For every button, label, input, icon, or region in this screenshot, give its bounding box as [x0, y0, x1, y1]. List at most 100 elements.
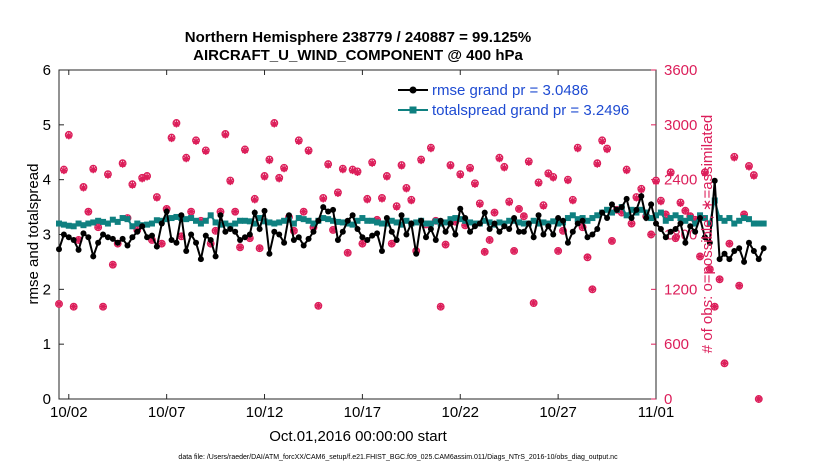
rmse-point	[701, 234, 708, 241]
rmse-point	[560, 217, 567, 224]
obs-assimilated-point	[304, 147, 313, 155]
obs-assimilated-point	[456, 171, 464, 179]
obs-assimilated-point	[167, 134, 176, 143]
rmse-point	[413, 250, 420, 257]
obs-assimilated-point	[510, 247, 518, 255]
totalspread-point	[731, 220, 738, 227]
rmse-point	[525, 220, 532, 227]
rmse-point	[271, 228, 278, 235]
rmse-point	[369, 232, 376, 239]
obs-assimilated-point	[344, 249, 352, 257]
totalspread-point	[65, 222, 72, 229]
totalspread-point	[168, 215, 175, 222]
totalspread-point	[540, 219, 547, 226]
obs-assimilated-point	[461, 221, 469, 229]
totalspread-point	[638, 206, 645, 213]
totalspread-point	[119, 215, 126, 222]
rmse-point	[520, 228, 527, 235]
obs-assimilated-point	[466, 165, 474, 173]
rmse-point	[604, 215, 611, 222]
totalspread-point	[628, 206, 635, 213]
obs-assimilated-point	[657, 198, 665, 206]
obs-assimilated-point	[363, 196, 371, 204]
totalspread-point	[745, 216, 752, 223]
totalspread-point	[755, 220, 762, 227]
y-left-tick-label: 3	[43, 227, 51, 244]
obs-assimilated-point	[618, 208, 626, 217]
totalspread-point	[589, 215, 596, 222]
rmse-point	[139, 223, 146, 230]
obs-assimilated-point	[329, 226, 337, 234]
rmse-point	[569, 228, 576, 235]
y-right-tick-label: 3000	[664, 117, 697, 134]
obs-assimilated-point	[378, 195, 386, 203]
totalspread-point	[104, 220, 111, 227]
rmse-point	[403, 231, 410, 238]
obs-assimilated-point	[559, 227, 567, 235]
totalspread-point	[197, 220, 204, 227]
totalspread-point	[310, 220, 317, 227]
obs-assimilated-point	[241, 146, 249, 155]
obs-assimilated-point	[70, 303, 78, 311]
totalspread-point	[188, 215, 195, 222]
obs-assimilated-point	[55, 300, 63, 308]
totalspread-point	[183, 216, 190, 223]
obs-assimilated-point	[94, 223, 102, 231]
totalspread-point	[281, 217, 288, 224]
rmse-point	[276, 231, 283, 238]
rmse-point	[251, 209, 258, 216]
obs-assimilated-point	[138, 175, 146, 183]
totalspread-point	[359, 215, 366, 222]
obs-assimilated-point	[539, 202, 548, 210]
obs-assimilated-point	[725, 240, 734, 248]
rmse-point	[266, 250, 273, 257]
rmse-point	[608, 201, 615, 208]
rmse-point	[643, 215, 650, 222]
rmse-point	[144, 234, 151, 241]
obs-assimilated-point	[393, 203, 401, 211]
rmse-point	[378, 247, 385, 254]
totalspread-point	[677, 215, 684, 222]
y-left-tick-label: 4	[43, 172, 51, 189]
obs-assimilated-point	[603, 145, 611, 154]
totalspread-point	[584, 217, 591, 224]
obs-assimilated-point	[720, 359, 729, 367]
obs-assimilated-point	[275, 175, 283, 183]
obs-assimilated-point	[520, 212, 528, 220]
rmse-point	[672, 226, 679, 233]
rmse-point	[540, 231, 547, 238]
x-tick-label: 10/22	[441, 404, 479, 421]
rmse-point	[545, 223, 552, 230]
totalspread-point	[173, 213, 180, 220]
obs-assimilated-point	[397, 162, 406, 170]
obs-assimilated-point	[353, 168, 362, 176]
totalspread-point	[90, 219, 97, 226]
chart-title-line1: Northern Hemisphere 238779 / 240887 = 99…	[185, 29, 531, 46]
obs-assimilated-point	[211, 227, 220, 235]
rmse-point	[285, 212, 292, 219]
totalspread-point	[354, 217, 361, 224]
rmse-point	[667, 228, 674, 235]
totalspread-point	[520, 220, 527, 227]
totalspread-point	[657, 209, 664, 216]
totalspread-point	[427, 220, 434, 227]
rmse-point	[736, 245, 743, 252]
rmse-point	[374, 230, 381, 237]
rmse-point	[134, 228, 141, 235]
rmse-point	[104, 234, 111, 241]
rmse-point	[100, 231, 107, 238]
obs-assimilated-point	[598, 137, 606, 145]
rmse-point	[349, 212, 356, 219]
obs-assimilated-point	[207, 240, 215, 248]
totalspread-point	[667, 215, 674, 222]
rmse-point	[481, 209, 488, 216]
totalspread-point	[237, 217, 244, 224]
rmse-point	[687, 223, 694, 230]
rmse-point	[109, 235, 116, 242]
totalspread-point	[374, 219, 381, 226]
rmse-point	[398, 212, 405, 219]
obs-assimilated-point	[495, 155, 504, 163]
rmse-point	[594, 226, 601, 233]
obs-assimilated-point	[627, 219, 636, 228]
totalspread-point	[334, 218, 341, 225]
